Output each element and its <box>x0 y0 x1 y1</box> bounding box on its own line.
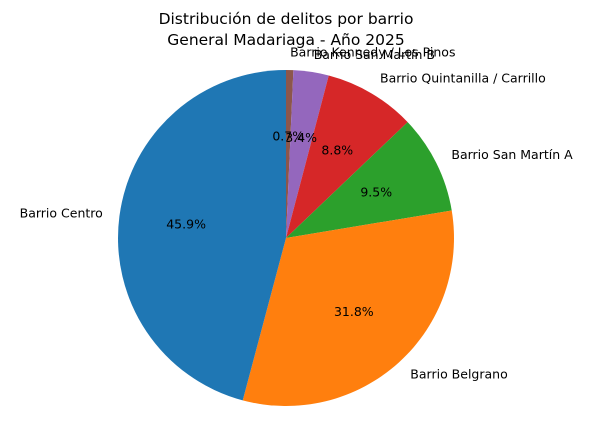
pie-category-label-barrio-san-martin-b: Barrio San Martín B <box>314 47 435 62</box>
pie-pct-label-barrio-belgrano: 31.8% <box>334 304 374 319</box>
pie-pct-label-barrio-centro: 45.9% <box>166 216 206 231</box>
pie-slice-barrio-belgrano <box>242 210 454 406</box>
pie-slice-barrio-quintanilla-carrillo <box>286 75 408 238</box>
chart-title: Distribución de delitos por barrio <box>159 10 414 28</box>
pie-slice-barrio-kennedy-los-pinos <box>286 69 294 238</box>
pie-slice-barrio-san-martin-b <box>286 70 329 238</box>
chart-subtitle: General Madariaga - Año 2025 <box>167 31 404 49</box>
pie-labels: 0.7% Barrio Kennedy / Los Pinos 3.4% Barrio… <box>20 45 573 382</box>
pie-category-label-barrio-san-martin-a: Barrio San Martín A <box>451 147 573 162</box>
pie-category-label-barrio-belgrano: Barrio Belgrano <box>410 366 507 381</box>
pie-slice-barrio-centro <box>118 70 286 401</box>
pie-pct-label-barrio-quintanilla-carrillo: 8.8% <box>321 143 353 158</box>
pie-pct-label-barrio-kennedy-los-pinos: 0.7% <box>272 129 304 144</box>
pie-slice-barrio-san-martin-a <box>286 122 452 238</box>
pie-pct-label-barrio-san-martin-a: 9.5% <box>360 185 392 200</box>
pie-slices <box>118 69 454 406</box>
pie-category-label-barrio-quintanilla-carrillo: Barrio Quintanilla / Carrillo <box>380 70 546 85</box>
pie-pct-label-barrio-san-martin-b: 3.4% <box>285 130 317 145</box>
pie-category-label-barrio-centro: Barrio Centro <box>20 206 103 221</box>
pie-category-label-barrio-kennedy-los-pinos: Barrio Kennedy / Los Pinos <box>290 45 455 60</box>
